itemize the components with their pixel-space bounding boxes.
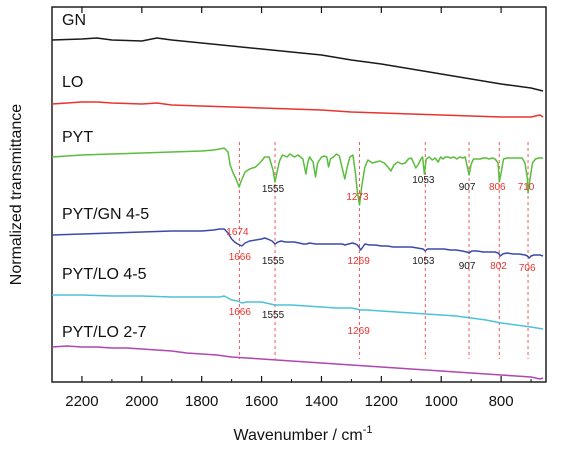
series-line-4 [51,228,544,259]
peak-label-907: 907 [459,261,476,272]
x-tick-label-800: 800 [489,393,514,410]
peak-label-706: 706 [519,263,536,274]
peak-label-1273: 1273 [346,192,369,203]
x-tick-label-1200: 1200 [365,393,398,410]
series-line-2 [51,101,544,118]
plot-frame [51,6,547,383]
peak-label-1269: 1269 [348,256,371,267]
x-tick-label-1400: 1400 [305,393,338,410]
peak-label-1053: 1053 [412,175,435,186]
series-label-2: LO [62,74,83,91]
series-label-6: PYT/LO 2-7 [62,324,147,341]
series-label-1: GN [62,12,86,29]
peak-label-1666: 1666 [229,307,252,318]
peak-label-1555: 1555 [262,256,285,267]
series-label-4: PYT/GN 4-5 [62,206,149,223]
peak-label-1555: 1555 [262,184,285,195]
x-tick-label-2200: 2200 [65,393,98,410]
peak-label-806: 806 [489,182,506,193]
peak-label-1555: 1555 [262,310,285,321]
series-line-6 [51,345,544,380]
peak-label-1666: 1666 [229,252,252,263]
x-tick-label-1000: 1000 [425,393,458,410]
peak-label-1053: 1053 [412,256,435,267]
peak-label-802: 802 [490,261,507,272]
series-label-5: PYT/LO 4-5 [62,266,147,283]
y-axis-title: Normalized transmittance [8,104,25,286]
peak-label-907: 907 [459,182,476,193]
peak-label-1674: 1674 [226,227,249,238]
series-line-5 [52,294,544,330]
x-tick-label-2000: 2000 [125,393,158,410]
x-axis-title: Wavenumber / cm-1 [234,424,373,444]
peak-label-710: 710 [518,182,535,193]
series-line-1 [51,37,544,92]
x-tick-label-1600: 1600 [245,393,278,410]
x-tick-label-1800: 1800 [185,393,218,410]
peak-label-1269: 1269 [348,326,371,337]
series-label-3: PYT [62,129,93,146]
series-line-3 [51,147,543,206]
